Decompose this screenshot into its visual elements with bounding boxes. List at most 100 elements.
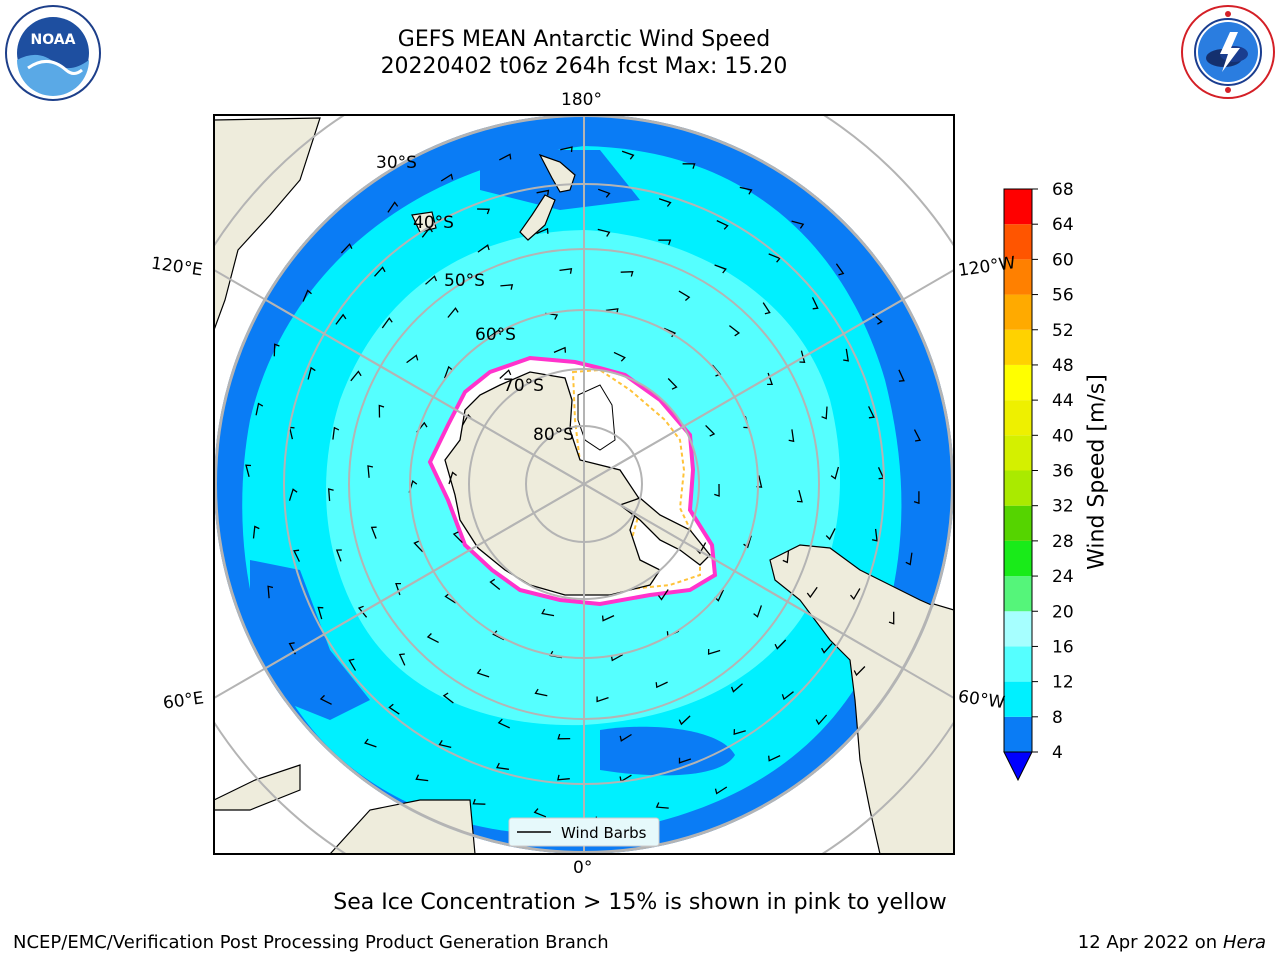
- wind-barb: [488, 328, 502, 338]
- ocean-blue-patch-west: [250, 560, 370, 720]
- colorbar-bin: [1004, 611, 1032, 647]
- wind-barb: [655, 681, 668, 689]
- footer-branch: NCEP/EMC/Verification Post Processing Pr…: [13, 932, 609, 953]
- wind-barb: [452, 531, 463, 544]
- wind-barb: [791, 220, 805, 229]
- wind-barb: [374, 266, 386, 277]
- lat-label-50s: 50°S: [444, 271, 485, 291]
- wind-barb: [825, 528, 836, 541]
- wind-barb: [774, 639, 787, 650]
- wind-barb: [888, 611, 895, 625]
- wind-barb: [443, 365, 454, 379]
- wind-barb: [497, 718, 510, 729]
- wind-barb: [753, 605, 763, 618]
- colorbar-tick-label: 48: [1052, 356, 1074, 376]
- colorbar-tick-label: 36: [1052, 462, 1074, 482]
- wind-barb: [364, 738, 377, 748]
- new-zealand-land: [538, 153, 576, 193]
- wind-barb: [678, 757, 692, 764]
- wind-barb: [317, 606, 324, 620]
- wind-barb: [499, 369, 512, 379]
- colorbar-extend-arrow: [1003, 751, 1033, 782]
- wind-barb: [830, 466, 840, 480]
- wind-barb: [898, 369, 905, 382]
- wind-barb: [534, 688, 548, 697]
- wind-barb: [477, 244, 490, 253]
- wind-barb: [768, 755, 781, 762]
- wind-barb: [743, 535, 752, 549]
- colorbar-tick-label: 12: [1052, 673, 1074, 693]
- wind-barbs: [245, 146, 921, 823]
- wind-barb: [729, 325, 741, 337]
- colorbar-bin: [1004, 681, 1032, 717]
- wind-barb: [621, 150, 635, 160]
- wind-barb: [663, 327, 677, 338]
- wind-barb: [799, 350, 806, 364]
- wind-barb: [821, 643, 833, 654]
- wind-barb: [332, 426, 340, 440]
- colorbar-bin: [1004, 646, 1032, 682]
- map-frame: [213, 114, 955, 855]
- wind-barb: [273, 343, 280, 357]
- colorbar-tick-label: 68: [1052, 180, 1074, 200]
- australia-land: [214, 117, 321, 331]
- outer-graticule: [214, 115, 954, 854]
- colorbar-tick-label: 24: [1052, 567, 1074, 587]
- wind-barb: [335, 549, 342, 562]
- wind-barb: [730, 683, 743, 693]
- colorbar-bin: [1004, 505, 1032, 541]
- colorbar-bin: [1004, 189, 1032, 225]
- wind-barb: [489, 578, 501, 591]
- colorbar-tick-label: 60: [1052, 250, 1074, 270]
- svg-text:NOAA: NOAA: [31, 32, 76, 48]
- colorbar-tick-label: 56: [1052, 286, 1074, 306]
- wind-barb: [367, 465, 374, 478]
- wind-barb: [714, 483, 720, 497]
- wind-barb: [739, 186, 753, 195]
- new-zealand-south-land: [519, 194, 556, 241]
- wind-barb: [440, 173, 454, 182]
- sea-ice-note: Sea Ice Concentration > 15% is shown in …: [333, 890, 947, 915]
- wind-barb: [667, 378, 678, 390]
- wind-barb: [252, 525, 260, 539]
- wind-barb: [657, 589, 669, 601]
- colorbar-bin: [1004, 400, 1032, 436]
- wind-barb: [682, 163, 696, 169]
- wind-barb: [655, 802, 669, 809]
- wind-barb: [335, 313, 347, 325]
- colorbar-bin: [1004, 470, 1032, 506]
- colorbar-tick-label: 20: [1052, 602, 1074, 622]
- wind-barb: [913, 429, 921, 442]
- wind-barb: [843, 348, 849, 362]
- wind-barb: [553, 346, 567, 353]
- colorbar-bin: [1004, 329, 1032, 365]
- lat-label-30s: 30°S: [376, 153, 417, 173]
- wind-barb: [426, 633, 439, 643]
- wind-barb: [610, 654, 624, 662]
- wind-barb: [448, 471, 457, 485]
- wind-barb: [500, 284, 514, 290]
- wind-barb: [472, 798, 486, 805]
- colorbar-tick-label: 16: [1052, 637, 1074, 657]
- wind-barb: [319, 694, 332, 705]
- wind-barb: [658, 198, 672, 207]
- wind-barb: [438, 740, 452, 749]
- wind-barb: [601, 615, 615, 622]
- legend-label: Wind Barbs: [561, 824, 647, 842]
- africa-land: [214, 764, 301, 811]
- wind-barb: [533, 808, 547, 818]
- wind-barb: [782, 550, 790, 564]
- wind-barb-legend: [508, 817, 660, 847]
- wind-barb: [733, 729, 746, 735]
- colorbar-tick-label: 8: [1052, 708, 1063, 728]
- wind-barb: [496, 762, 509, 770]
- wind-barb: [378, 404, 385, 418]
- wind-barb: [477, 208, 491, 215]
- colorbar-bin: [1004, 576, 1032, 612]
- wind-barb: [245, 464, 252, 477]
- wind-barb: [425, 275, 438, 285]
- wind-barb: [499, 153, 512, 161]
- wind-barb: [293, 549, 300, 562]
- wind-barb: [913, 491, 920, 505]
